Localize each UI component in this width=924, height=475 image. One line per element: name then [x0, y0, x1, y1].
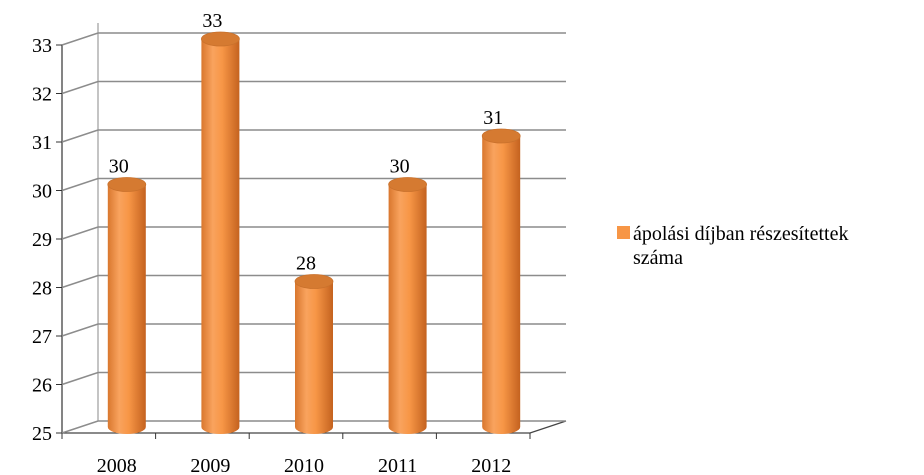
bar-body — [201, 39, 240, 435]
y-tick-label: 27 — [32, 326, 52, 348]
data-label-2011: 30 — [390, 156, 410, 178]
y-tick-label: 33 — [32, 35, 52, 57]
bar-top — [107, 177, 147, 192]
gridline — [61, 32, 566, 46]
bar-2011 — [388, 177, 428, 435]
bar-body — [107, 184, 146, 435]
y-tick-label: 31 — [32, 132, 52, 154]
x-axis: 2008 2009 2010 2011 2012 — [61, 433, 531, 475]
gridline — [61, 129, 566, 143]
x-tick-label: 2009 — [190, 455, 230, 475]
y-axis: 25 26 27 28 29 30 31 32 33 — [32, 35, 62, 445]
x-tick-label: 2011 — [378, 455, 417, 475]
bar-2010 — [294, 274, 334, 434]
y-tick-label: 28 — [32, 278, 52, 300]
x-tick-label: 2008 — [97, 455, 137, 475]
y-tick-label: 29 — [32, 229, 52, 251]
bar-top — [481, 128, 521, 144]
bar-2012 — [481, 128, 521, 435]
data-label-2010: 28 — [296, 253, 316, 275]
bar-body — [388, 184, 427, 435]
legend-label-line1: ápolási díjban részesítettek — [633, 223, 849, 245]
bar-2008 — [107, 177, 147, 435]
bar-top — [200, 31, 240, 47]
legend-swatch — [617, 226, 630, 239]
data-label-2012: 31 — [483, 107, 503, 129]
bar-top — [388, 177, 428, 192]
bar-body — [295, 281, 333, 434]
x-tick-label: 2012 — [471, 455, 511, 475]
bars — [107, 31, 521, 435]
bar-2009 — [200, 31, 240, 435]
y-tick-label: 26 — [32, 375, 52, 397]
gridlines — [61, 32, 566, 434]
legend: ápolási díjban részesítettek száma — [617, 222, 917, 270]
y-tick-label: 25 — [32, 423, 52, 445]
bar-top — [294, 274, 334, 289]
data-label-2009: 33 — [202, 10, 222, 32]
y-tick-label: 32 — [32, 84, 52, 106]
y-tick-label: 30 — [32, 181, 52, 203]
data-label-2008: 30 — [109, 156, 129, 178]
legend-label-line2: száma — [633, 247, 683, 269]
bar-body — [482, 136, 521, 435]
gridline — [61, 80, 566, 95]
x-tick-label: 2010 — [284, 455, 324, 475]
data-labels: 30 33 28 30 31 — [109, 10, 503, 275]
